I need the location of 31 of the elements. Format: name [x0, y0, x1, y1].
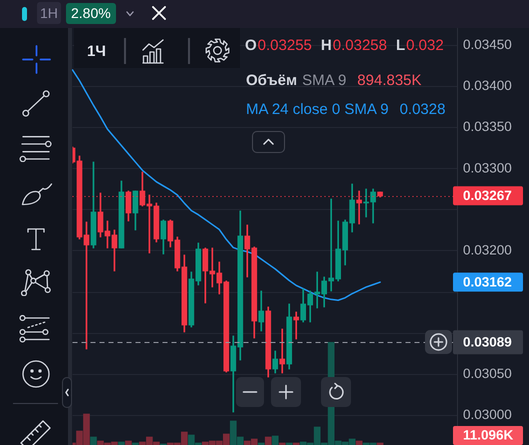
text: 0.03162	[463, 274, 512, 290]
annotation: 1Ч	[87, 43, 106, 61]
bar	[125, 440, 132, 445]
annotation: 0.032	[406, 36, 444, 54]
y-tick-label: 0.03000	[463, 407, 512, 422]
annotation: 894.835K	[357, 72, 422, 90]
annotation: Объём	[246, 72, 298, 90]
y-tick-label: 0.03300	[463, 160, 512, 176]
text: MA 24 close 0 SMA 9	[246, 101, 389, 119]
y-tick-label: 0.03350	[463, 119, 512, 134]
bar	[272, 436, 279, 445]
annotation: H	[320, 36, 332, 54]
bar	[356, 440, 362, 445]
y-tick-label: 0.03050	[463, 366, 512, 381]
text: 2.80%	[66, 3, 116, 24]
annotation: 0.03255	[258, 36, 312, 54]
text: 11.096K	[463, 428, 514, 443]
y-tick-label: 0.03400	[463, 78, 512, 94]
text: 1H	[37, 2, 61, 24]
annotation: SMA 9	[302, 72, 346, 90]
bar	[118, 442, 125, 445]
ref-line-label: 0.03267	[463, 188, 512, 204]
bar	[90, 436, 97, 445]
annotation: O	[245, 36, 257, 54]
annotation: 0.03258	[332, 36, 387, 54]
bar	[264, 436, 272, 445]
annotation: L	[396, 36, 406, 54]
y-tick-label: 0.03200	[463, 242, 512, 258]
ref-line-label: 0.03089	[463, 334, 512, 350]
annotation: 0.0328	[400, 101, 446, 119]
y-tick-label: 0.03450	[463, 36, 512, 52]
